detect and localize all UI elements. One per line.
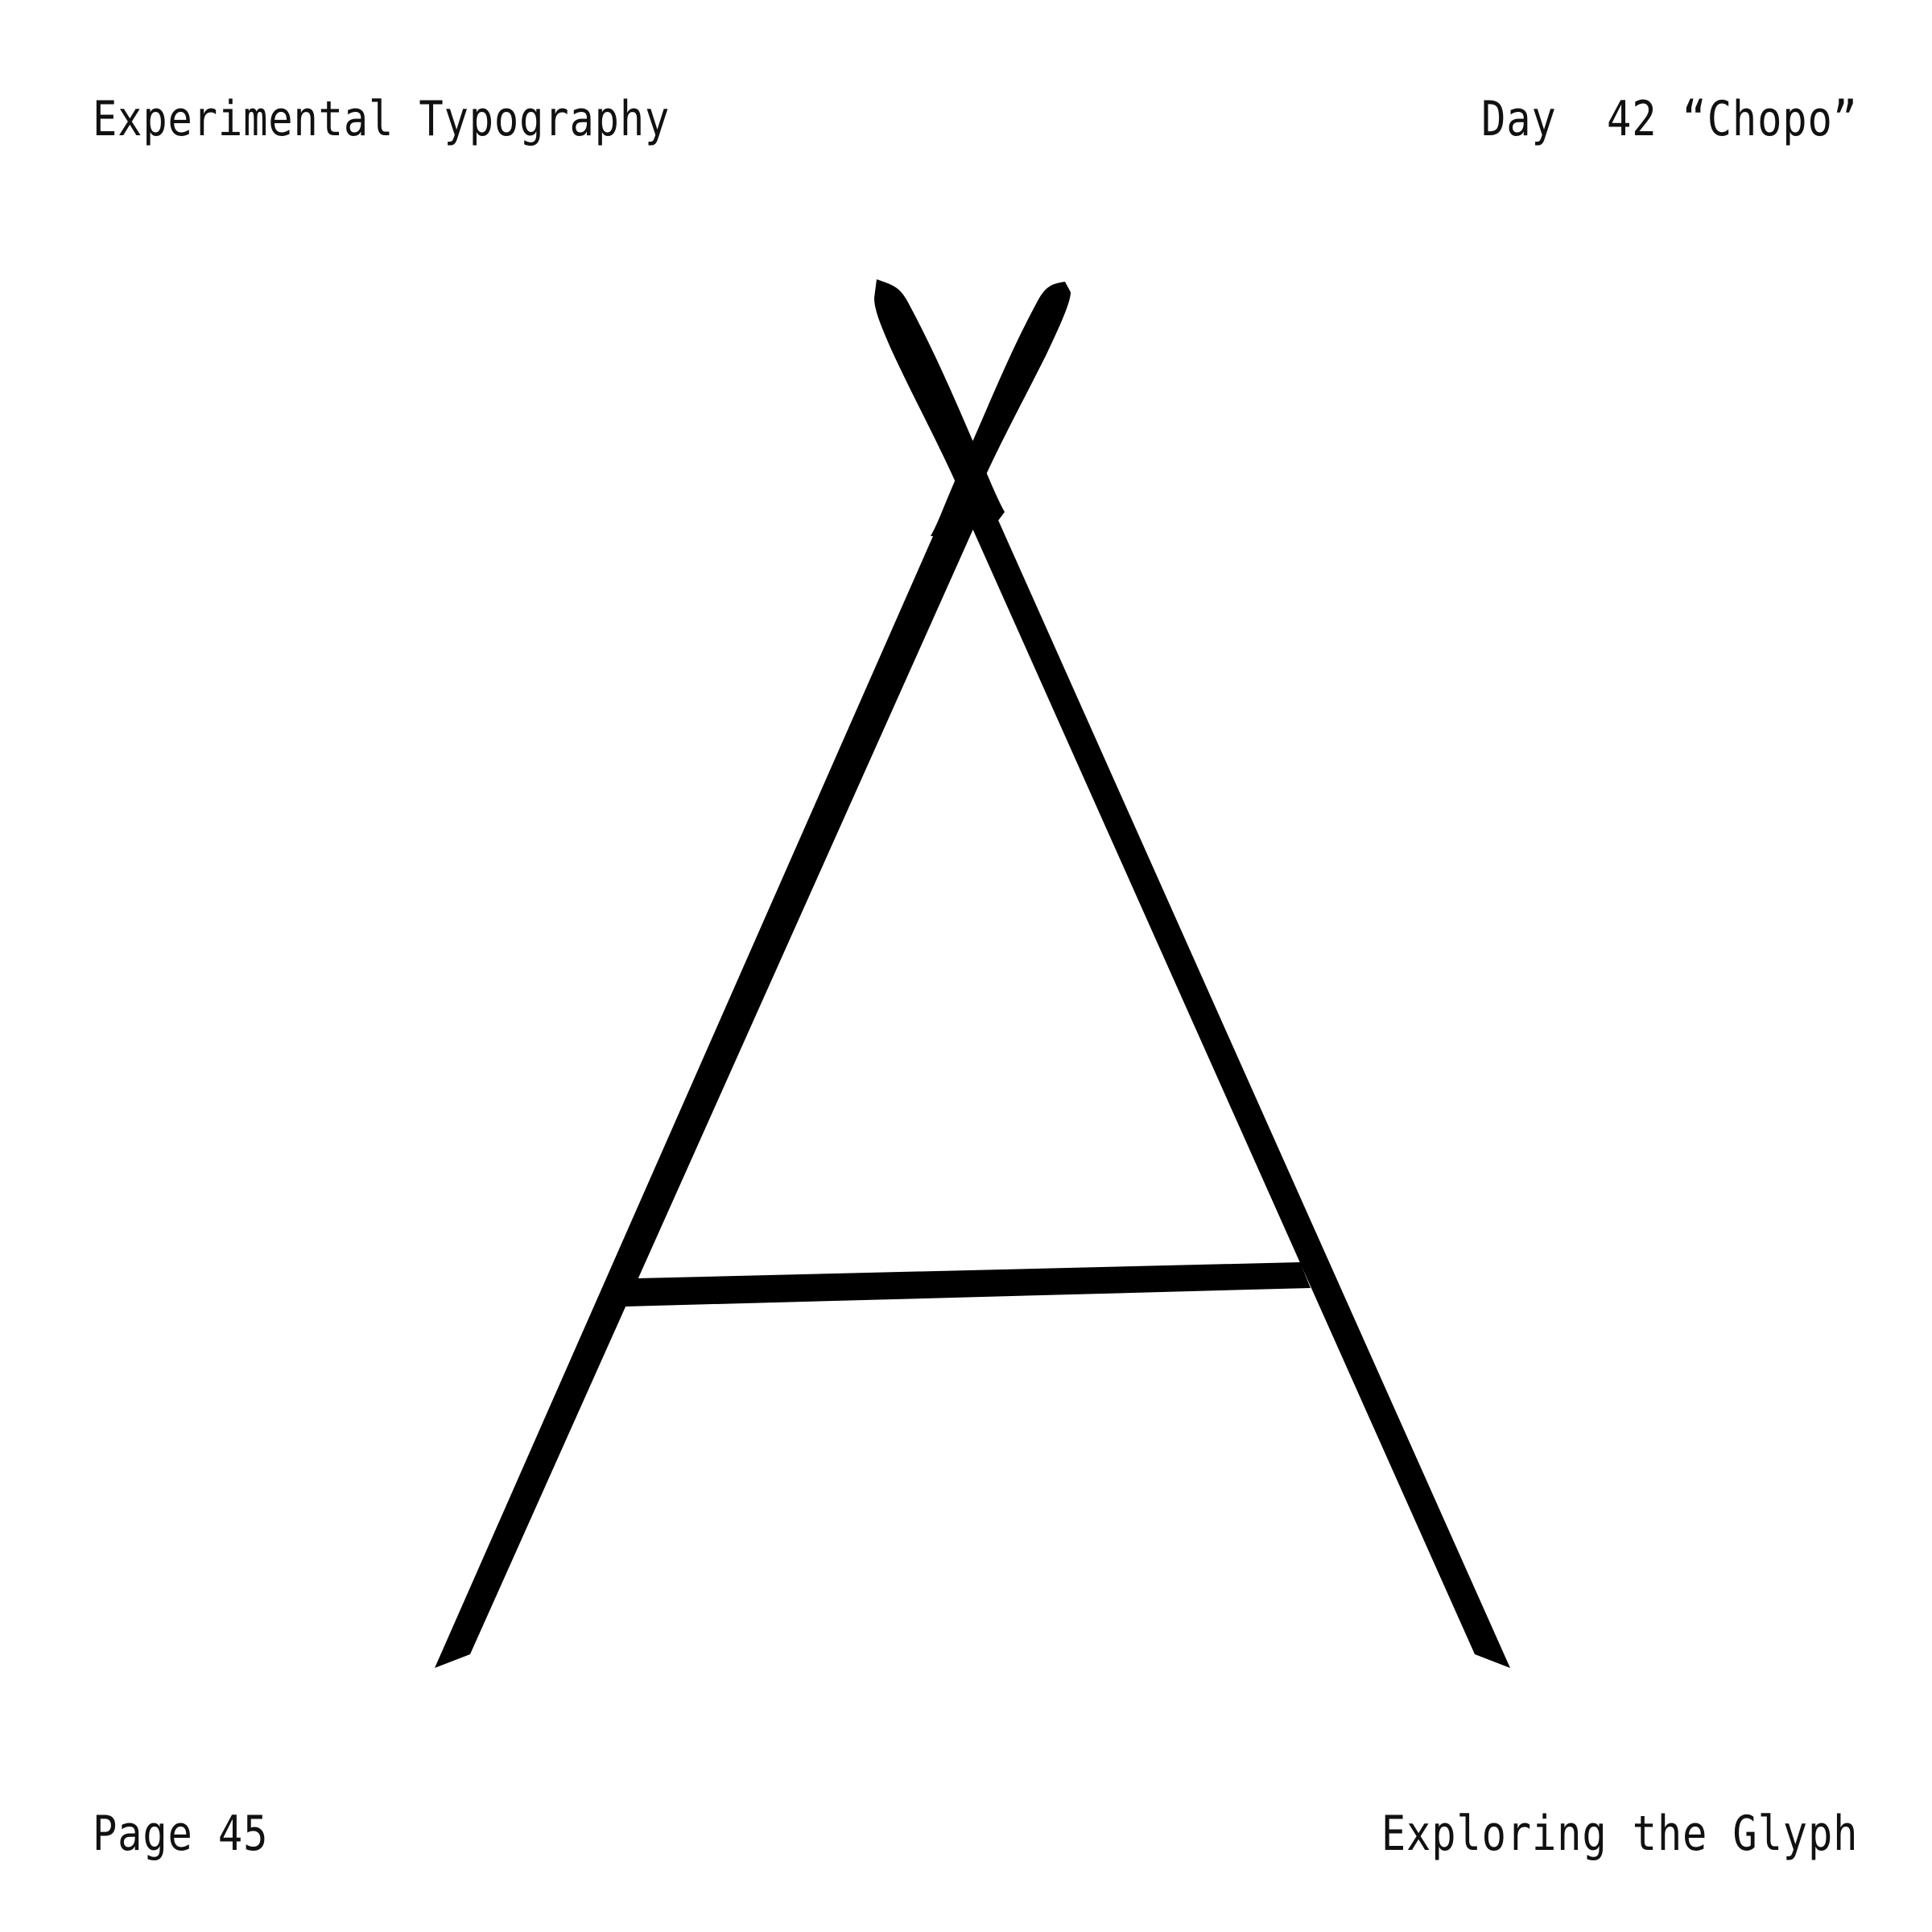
crossbar-stroke xyxy=(625,1262,1311,1307)
series-title: Experimental Typography xyxy=(93,91,671,147)
right-leg-stroke xyxy=(874,279,1510,1668)
day-label: Day 42 “Chopo” xyxy=(1481,91,1858,147)
left-leg-stroke xyxy=(435,282,1071,1668)
page-subtitle: Exploring the Glyph xyxy=(1381,1806,1858,1862)
page-number: Page 45 xyxy=(93,1806,269,1862)
